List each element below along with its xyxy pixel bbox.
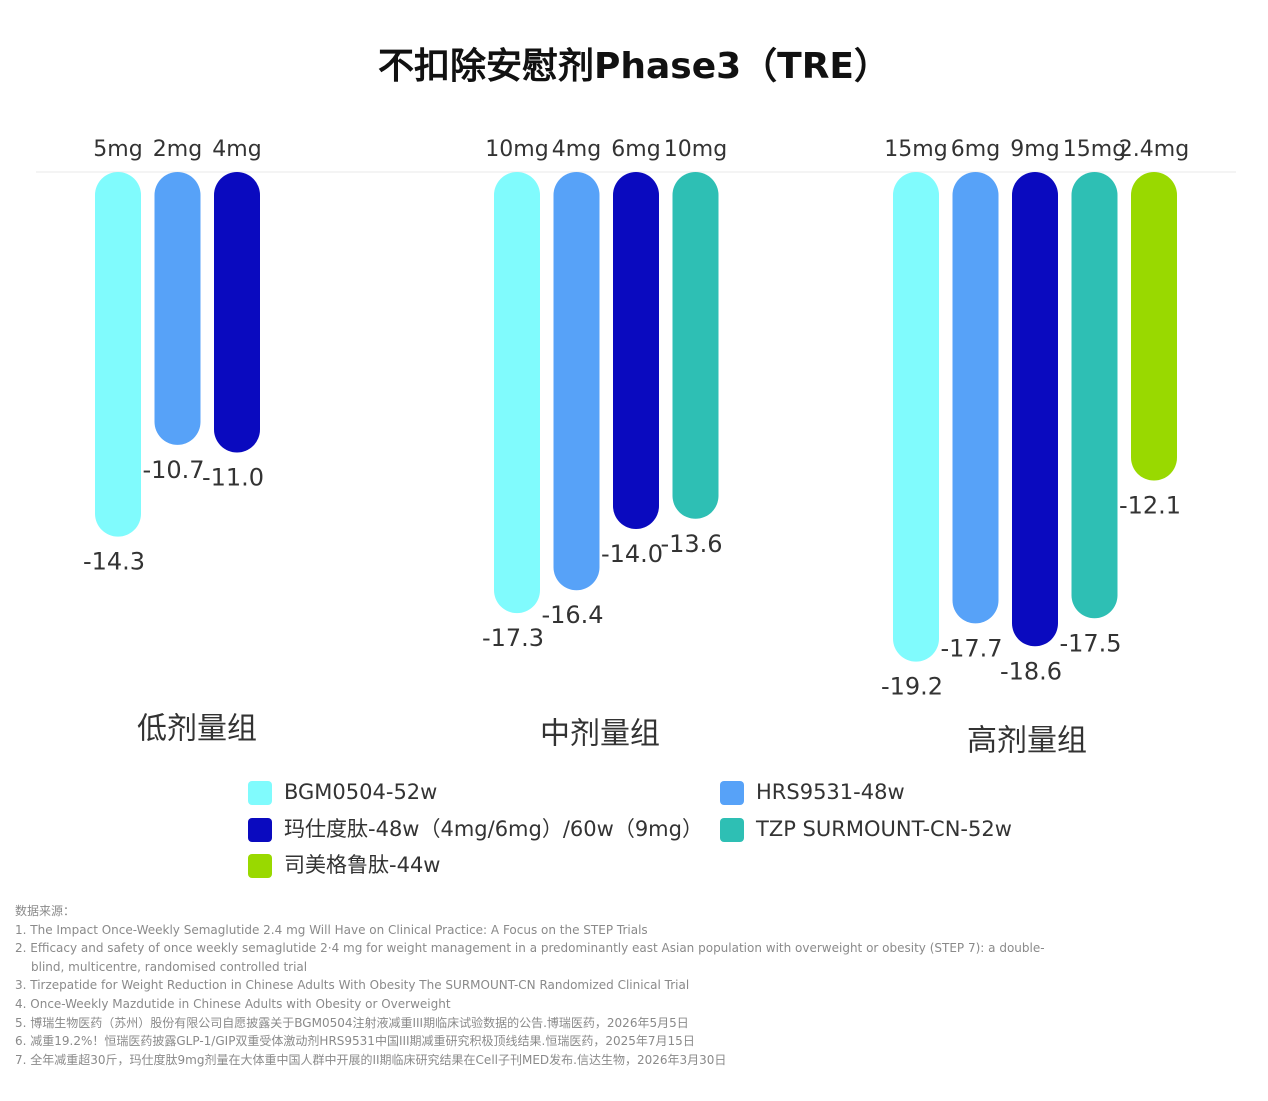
legend-label: HRS9531-48w — [756, 780, 905, 804]
dose-label: 5mg — [93, 137, 142, 162]
dose-label: 9mg — [1010, 137, 1059, 162]
source-item: 5. 博瑞生物医药（苏州）股份有限公司自愿披露关于BGM0504注射液减重III… — [15, 1015, 689, 1030]
chart-title: 不扣除安慰剂Phase3（TRE） — [378, 46, 890, 87]
source-item: 6. 减重19.2%！恒瑞医药披露GLP-1/GIP双重受体激动剂HRS9531… — [15, 1034, 695, 1049]
dose-label: 15mg — [1063, 137, 1126, 162]
value-label: -11.0 — [202, 464, 264, 492]
sources-heading: 数据来源： — [15, 904, 76, 918]
dose-label: 4mg — [212, 137, 261, 162]
bar — [214, 172, 260, 453]
value-label: -17.7 — [940, 634, 1002, 662]
sources: 数据来源： 1. The Impact Once-Weekly Semaglut… — [15, 902, 1075, 1069]
dose-label: 10mg — [664, 137, 727, 162]
legend-label: TZP SURMOUNT-CN-52w — [755, 817, 1012, 841]
group-label: 低剂量组 — [137, 712, 257, 747]
legend-swatch — [720, 781, 744, 805]
bar — [1131, 172, 1177, 481]
legend-swatch — [720, 818, 744, 842]
value-label: -17.3 — [482, 624, 544, 652]
dose-label: 4mg — [552, 137, 601, 162]
source-item: 7. 全年减重超30斤，玛仕度肽9mg剂量在大体重中国人群中开展的II期临床研究… — [15, 1052, 727, 1067]
legend-label: 玛仕度肽-48w（4mg/6mg）/60w（9mg） — [284, 817, 703, 841]
bar — [613, 172, 659, 529]
dose-label: 6mg — [951, 137, 1000, 162]
value-label: -19.2 — [881, 673, 943, 701]
dose-label: 2.4mg — [1119, 137, 1189, 162]
legend-swatch — [248, 854, 272, 878]
legend-swatch — [248, 818, 272, 842]
legend-swatch — [248, 781, 272, 805]
bar — [95, 172, 141, 537]
value-label: -12.1 — [1119, 492, 1181, 520]
group-label: 高剂量组 — [967, 724, 1087, 759]
dose-label: 15mg — [884, 137, 947, 162]
dose-label: 10mg — [485, 137, 548, 162]
chart: 不扣除安慰剂Phase3（TRE） 低剂量组 5mg -14.3 2mg -10.7 4m… — [36, 46, 1236, 878]
value-label: -16.4 — [541, 601, 603, 629]
legend-label: BGM0504-52w — [284, 780, 437, 804]
bar — [1071, 172, 1118, 619]
value-label: -14.0 — [601, 540, 663, 568]
bar — [494, 172, 540, 614]
value-label: -17.5 — [1059, 629, 1121, 657]
dose-label: 6mg — [611, 137, 660, 162]
value-label: -10.7 — [142, 456, 204, 484]
bar — [1012, 172, 1058, 647]
bar — [553, 172, 600, 591]
bar — [672, 172, 719, 519]
bar — [154, 172, 201, 445]
legend-label: 司美格鲁肽-44w — [284, 853, 440, 877]
source-item: 3. Tirzepatide for Weight Reduction in C… — [15, 978, 690, 993]
value-label: -13.6 — [660, 530, 722, 558]
source-item: 4. Once-Weekly Mazdutide in Chinese Adul… — [15, 996, 451, 1011]
value-label: -18.6 — [1000, 657, 1062, 685]
value-label: -14.3 — [83, 548, 145, 576]
source-item: 2. Efficacy and safety of once weekly se… — [15, 941, 1045, 974]
bar — [952, 172, 999, 624]
group-label: 中剂量组 — [540, 717, 660, 752]
bar — [893, 172, 939, 662]
source-item: 1. The Impact Once-Weekly Semaglutide 2.… — [15, 922, 648, 937]
dose-label: 2mg — [153, 137, 202, 162]
